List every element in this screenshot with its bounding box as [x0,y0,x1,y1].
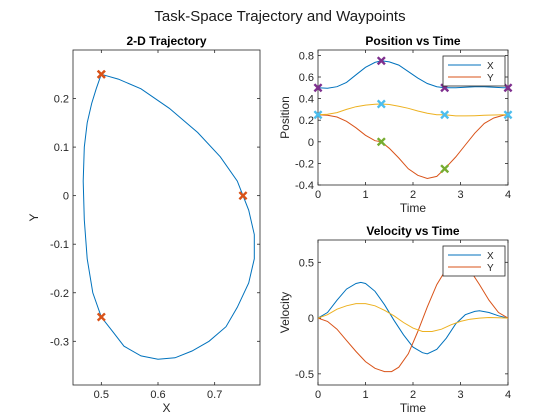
trajectory-waypoint-marker [96,312,106,322]
figure-title: Task-Space Trajectory and Waypoints [154,8,406,25]
trajectory-ylabel: Y [27,213,41,221]
trajectory-ytick-label: -0.2 [50,288,69,300]
velocity-legend-label: X [487,251,494,262]
trajectory-title: 2-D Trajectory [126,34,206,48]
position-waypoint-marker-stroke-b [313,83,323,93]
position-ytick-label: -0.2 [295,158,314,170]
position-xtick-label: 2 [410,189,416,201]
position-waypoint-marker [376,99,386,109]
position-ylabel: Position [278,96,292,139]
velocity-xtick-label: 0 [315,389,321,401]
velocity-xtick-label: 1 [362,389,368,401]
position-waypoint-marker-stroke-b [376,137,386,147]
position-waypoint-marker-stroke-b [313,110,323,120]
trajectory-axes: 2-D Trajectory 0.5 0.6 0.7 -0.3 -0.2 -0.1 0 0.1 0… [27,34,261,415]
velocity-series-z-line [318,303,508,332]
trajectory-waypoint-marker-stroke-b [238,191,248,201]
trajectory-waypoint-marker-stroke-b [96,69,106,79]
velocity-xtick-label: 2 [410,389,416,401]
position-waypoint-marker-stroke-b [376,99,386,109]
position-legend-box [442,55,506,87]
position-waypoint-marker [503,83,513,93]
position-legend: XY [442,55,506,87]
trajectory-ytick-label: -0.1 [50,239,69,251]
position-ytick-label: 0.4 [299,94,314,106]
position-xtick-label: 4 [505,189,511,201]
position-xlabel: Time [400,201,427,215]
trajectory-ytick-label: 0.1 [54,142,69,154]
velocity-ylabel: Velocity [278,292,292,333]
trajectory-series-z-line [82,73,255,360]
trajectory-xlabel: X [162,401,170,415]
velocity-legend-box [442,245,506,277]
trajectory-xtick-label: 0.7 [207,389,222,401]
position-waypoint-marker [440,164,450,174]
position-waypoint-marker-stroke-b [440,164,450,174]
position-waypoint-marker [376,56,386,66]
position-xtick-label: 3 [457,189,463,201]
position-waypoint-marker [313,83,323,93]
position-axes: Position vs Time 0 1 2 3 4 -0.4 -0.2 0 0.2 0.4 0.6 0… [278,34,513,215]
position-ytick-label: -0.4 [295,180,314,192]
velocity-ytick-label: 0 [308,313,314,325]
position-plot-area [318,60,508,180]
trajectory-waypoint-marker [238,191,248,201]
position-xtick-label: 0 [315,189,321,201]
velocity-xtick-label: 4 [505,389,511,401]
position-ytick-label: 0.6 [299,72,314,84]
velocity-legend-label: Y [487,263,494,274]
position-ytick-label: 0 [308,137,314,149]
position-series-x-line [318,60,508,89]
trajectory-waypoint-marker [96,69,106,79]
trajectory-plot-area [82,73,255,360]
trajectory-ytick-label: -0.3 [50,336,69,348]
position-title: Position vs Time [365,34,460,48]
velocity-series-y-line [318,261,508,373]
velocity-xtick-label: 3 [457,389,463,401]
position-waypoint-marker-stroke-b [376,56,386,66]
position-waypoint-marker [313,110,323,120]
position-waypoint-marker [503,110,513,120]
position-waypoint-marker-stroke-b [503,83,513,93]
position-series-y-line [318,114,508,180]
position-series-z-line [318,103,508,117]
velocity-title: Velocity vs Time [366,224,459,238]
position-waypoint-marker [376,137,386,147]
position-xtick-label: 1 [362,189,368,201]
velocity-plot-area [318,261,508,373]
position-legend-label: X [487,61,494,72]
position-waypoint-marker [440,110,450,120]
trajectory-ytick-label: 0.2 [54,94,69,106]
trajectory-xtick-label: 0.5 [94,389,109,401]
position-waypoint-marker-stroke-b [440,110,450,120]
velocity-xlabel: Time [400,401,427,415]
trajectory-xtick-label: 0.6 [150,389,165,401]
velocity-series-x-line [318,281,508,355]
position-ytick-label: 0.8 [299,50,314,62]
velocity-ytick-label: -0.5 [295,369,314,381]
position-legend-label: Y [487,73,494,84]
velocity-ytick-label: 0.5 [299,257,314,269]
trajectory-waypoint-marker-stroke-b [96,312,106,322]
trajectory-ytick-label: 0 [63,191,69,203]
velocity-legend: XY [442,245,506,277]
position-waypoint-marker-stroke-b [503,110,513,120]
trajectory-axes-box [72,49,261,386]
position-ytick-label: 0.2 [299,115,314,127]
